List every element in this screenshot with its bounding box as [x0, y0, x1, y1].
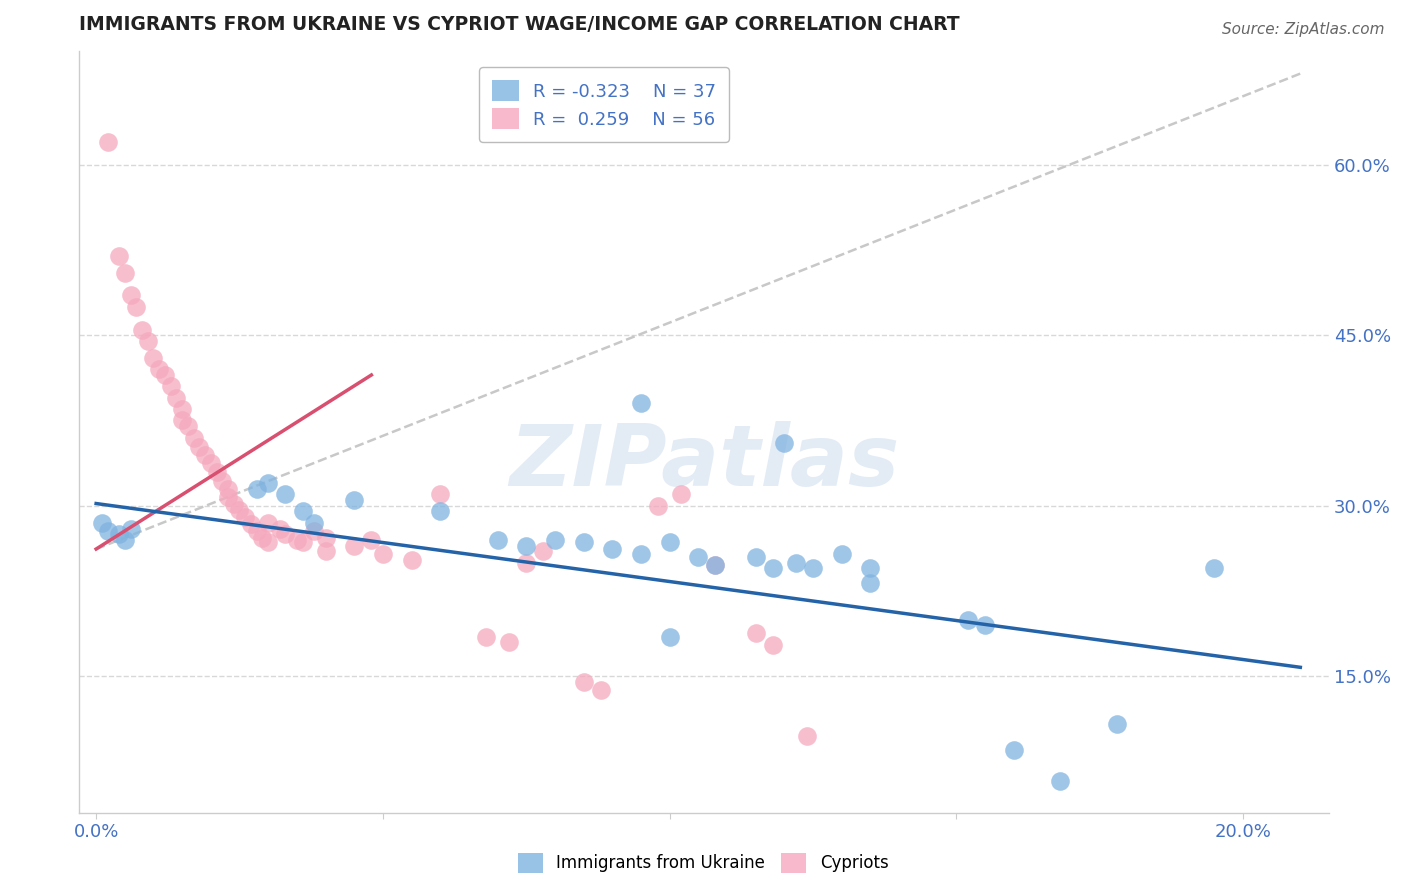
Point: [159, 379, 181, 393]
Point: [211, 474, 233, 488]
Point: [669, 487, 692, 501]
Point: [246, 482, 269, 496]
Point: [572, 675, 595, 690]
Point: [108, 249, 131, 263]
Point: [183, 431, 205, 445]
Point: [239, 516, 262, 531]
Point: [188, 440, 211, 454]
Point: [589, 683, 612, 698]
Point: [1105, 717, 1128, 731]
Point: [194, 448, 217, 462]
Point: [1204, 561, 1226, 575]
Point: [762, 561, 785, 575]
Point: [246, 524, 269, 538]
Point: [401, 553, 423, 567]
Point: [291, 535, 314, 549]
Legend: R = -0.323    N = 37, R =  0.259    N = 56: R = -0.323 N = 37, R = 0.259 N = 56: [479, 68, 728, 142]
Point: [120, 288, 142, 302]
Point: [108, 527, 131, 541]
Point: [658, 535, 681, 549]
Point: [1002, 743, 1025, 757]
Point: [785, 556, 807, 570]
Point: [515, 556, 537, 570]
Point: [744, 626, 766, 640]
Point: [486, 533, 509, 547]
Point: [217, 490, 239, 504]
Point: [1049, 774, 1071, 789]
Point: [630, 547, 652, 561]
Point: [429, 487, 451, 501]
Point: [704, 558, 727, 572]
Point: [165, 391, 187, 405]
Point: [859, 561, 882, 575]
Point: [859, 576, 882, 591]
Point: [274, 487, 297, 501]
Point: [429, 504, 451, 518]
Point: [153, 368, 176, 382]
Point: [600, 541, 623, 556]
Point: [257, 535, 280, 549]
Point: [172, 413, 194, 427]
Point: [343, 493, 366, 508]
Point: [131, 322, 153, 336]
Point: [217, 482, 239, 496]
Point: [744, 549, 766, 564]
Point: [172, 402, 194, 417]
Point: [148, 362, 170, 376]
Point: [688, 549, 710, 564]
Point: [360, 533, 382, 547]
Point: [252, 531, 274, 545]
Point: [90, 516, 112, 530]
Point: [291, 504, 314, 518]
Point: [343, 539, 366, 553]
Text: ZIPatlas: ZIPatlas: [509, 421, 898, 504]
Point: [371, 547, 394, 561]
Point: [630, 396, 652, 410]
Point: [257, 476, 280, 491]
Point: [302, 516, 325, 530]
Point: [97, 524, 120, 538]
Point: [205, 465, 228, 479]
Point: [200, 456, 222, 470]
Point: [762, 638, 785, 652]
Point: [647, 499, 669, 513]
Point: [97, 135, 120, 149]
Point: [704, 558, 727, 572]
Point: [315, 531, 337, 545]
Point: [125, 300, 148, 314]
Point: [177, 419, 200, 434]
Point: [228, 503, 250, 517]
Point: [956, 613, 979, 627]
Point: [136, 334, 159, 348]
Point: [544, 533, 567, 547]
Point: [285, 533, 308, 547]
Point: [498, 635, 520, 649]
Point: [658, 630, 681, 644]
Text: Source: ZipAtlas.com: Source: ZipAtlas.com: [1222, 22, 1385, 37]
Point: [974, 618, 997, 632]
Point: [120, 522, 142, 536]
Legend: Immigrants from Ukraine, Cypriots: Immigrants from Ukraine, Cypriots: [510, 847, 896, 880]
Point: [114, 533, 136, 547]
Point: [531, 544, 554, 558]
Point: [233, 510, 256, 524]
Point: [302, 524, 325, 538]
Point: [831, 547, 853, 561]
Point: [572, 535, 595, 549]
Point: [274, 527, 297, 541]
Point: [801, 561, 824, 575]
Point: [257, 516, 280, 530]
Point: [475, 630, 498, 644]
Point: [773, 436, 796, 450]
Point: [269, 522, 291, 536]
Point: [515, 539, 537, 553]
Point: [142, 351, 165, 365]
Point: [315, 544, 337, 558]
Point: [796, 729, 818, 743]
Text: IMMIGRANTS FROM UKRAINE VS CYPRIOT WAGE/INCOME GAP CORRELATION CHART: IMMIGRANTS FROM UKRAINE VS CYPRIOT WAGE/…: [79, 15, 959, 34]
Point: [114, 266, 136, 280]
Point: [222, 496, 245, 510]
